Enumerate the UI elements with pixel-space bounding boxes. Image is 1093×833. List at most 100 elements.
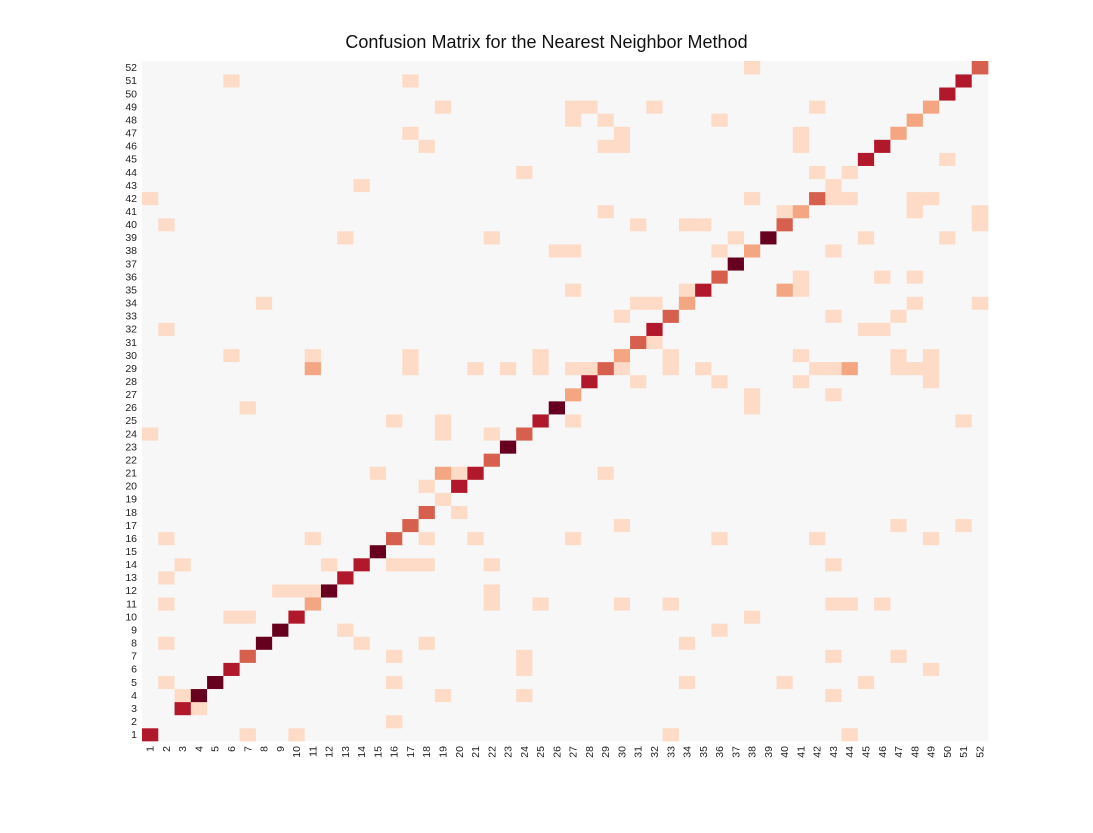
heatmap-cell [223, 61, 240, 75]
heatmap-cell [857, 309, 875, 323]
heatmap-cell [255, 100, 273, 114]
heatmap-cell [516, 662, 533, 676]
heatmap-cell [516, 557, 533, 572]
heatmap-cell [239, 544, 257, 559]
heatmap-cell [695, 348, 712, 363]
heatmap-cell [288, 204, 306, 219]
heatmap-cell [906, 361, 924, 376]
heatmap-cell [369, 296, 387, 310]
heatmap-cell [581, 204, 598, 219]
heatmap-cell [548, 387, 566, 402]
heatmap-cell [304, 584, 322, 598]
heatmap-cell [255, 662, 273, 676]
heatmap-cell [320, 335, 338, 350]
heatmap-cell [337, 479, 354, 493]
heatmap-cell [369, 283, 387, 297]
heatmap-cell [207, 531, 224, 546]
heatmap-cell [939, 636, 956, 650]
heatmap-cell [207, 178, 224, 193]
heatmap-cell [190, 61, 208, 75]
heatmap-cell [337, 584, 354, 598]
heatmap-cell [369, 597, 387, 611]
heatmap-cell [402, 335, 419, 350]
heatmap-cell [809, 113, 826, 127]
heatmap-cell [939, 309, 956, 323]
heatmap-cell [369, 74, 387, 88]
heatmap-cell [190, 309, 208, 323]
heatmap-cell [255, 113, 273, 127]
heatmap-cell [337, 688, 354, 703]
heatmap-cell [434, 270, 452, 284]
heatmap-cell [304, 74, 322, 88]
heatmap-cell [743, 571, 761, 585]
heatmap-cell [499, 165, 517, 180]
heatmap-cell [922, 270, 940, 284]
heatmap-cell [809, 100, 826, 114]
heatmap-cell [467, 505, 484, 520]
heatmap-cell [207, 100, 224, 114]
y-tick-label: 51 [125, 75, 137, 87]
heatmap-cell [239, 257, 257, 271]
heatmap-cell [402, 492, 419, 506]
heatmap-cell [613, 100, 631, 114]
heatmap-cell [581, 505, 598, 520]
heatmap-cell [174, 662, 192, 676]
heatmap-cell [890, 610, 907, 624]
heatmap-cell [955, 544, 973, 559]
y-tick-label: 30 [125, 350, 137, 362]
heatmap-cell [922, 531, 940, 546]
heatmap-cell [304, 662, 322, 676]
heatmap-cell [532, 387, 550, 402]
heatmap-cell [841, 571, 859, 585]
heatmap-cell [955, 623, 973, 637]
heatmap-cell [272, 244, 289, 258]
heatmap-cell [337, 309, 354, 323]
heatmap-cell [597, 662, 615, 676]
heatmap-cell [272, 492, 289, 506]
heatmap-cell [451, 440, 468, 454]
heatmap-cell [776, 701, 794, 716]
heatmap-cell [386, 427, 403, 441]
heatmap-cell [906, 662, 924, 676]
heatmap-cell [857, 466, 875, 480]
heatmap-cell [499, 623, 517, 637]
heatmap-cell [630, 440, 647, 454]
heatmap-cell [711, 322, 729, 336]
heatmap-cell [646, 636, 663, 650]
heatmap-cell [483, 74, 501, 88]
heatmap-cell [792, 571, 810, 585]
heatmap-cell [255, 714, 273, 729]
heatmap-cell [499, 244, 517, 258]
heatmap-cell [809, 557, 826, 572]
heatmap-cell [353, 505, 371, 520]
heatmap-cell [434, 571, 452, 585]
heatmap-cell [743, 296, 761, 310]
heatmap-cell [678, 544, 696, 559]
heatmap-cell [369, 557, 387, 572]
heatmap-cell [825, 688, 842, 703]
heatmap-cell [890, 165, 907, 180]
heatmap-cell [841, 584, 859, 598]
heatmap-cell [727, 505, 745, 520]
heatmap-cell [353, 701, 371, 716]
heatmap-cell [825, 636, 842, 650]
heatmap-cell [613, 217, 631, 232]
heatmap-cell [662, 557, 680, 572]
heatmap-cell [630, 571, 647, 585]
heatmap-cell [890, 139, 907, 153]
heatmap-cell [190, 296, 208, 310]
heatmap-cell [711, 414, 729, 428]
heatmap-cell [467, 361, 484, 376]
heatmap-cell [613, 361, 631, 376]
heatmap-cell [142, 401, 159, 415]
heatmap-cell [483, 401, 501, 415]
heatmap-cell [857, 584, 875, 598]
heatmap-cell [809, 309, 826, 323]
heatmap-cell [272, 283, 289, 297]
heatmap-cell [499, 309, 517, 323]
heatmap-cell [304, 518, 322, 533]
heatmap-cell [451, 597, 468, 611]
heatmap-cell [174, 727, 192, 742]
heatmap-cell [434, 675, 452, 690]
x-tick-label: 50 [942, 746, 954, 758]
